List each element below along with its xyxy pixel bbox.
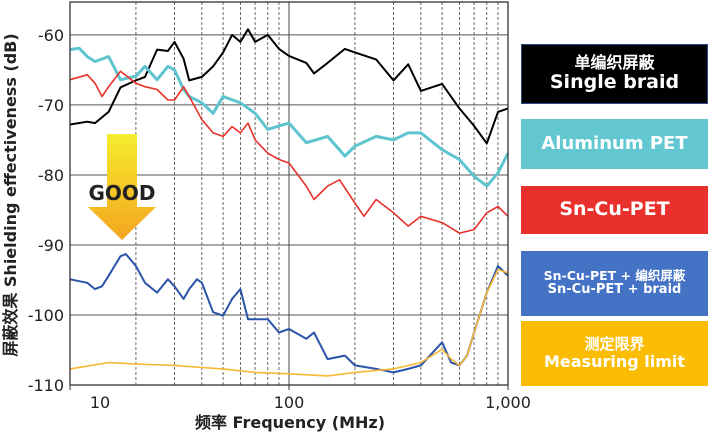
y-tick-label: -100 [28, 306, 64, 325]
legend-sn-cu-pet: Sn-Cu-PET [521, 186, 708, 234]
legend-sn-cu-pet-braid-cn: Sn-Cu-PET + 编织屏蔽 [543, 267, 686, 283]
series-line-4 [69, 268, 509, 377]
series-line-2 [69, 70, 509, 234]
y-tick-label: -60 [38, 26, 64, 45]
series-line-3 [69, 253, 509, 374]
y-axis-label: 屏蔽效果 Shielding effectiveness (dB) [1, 33, 20, 356]
legend-single-braid: 单编织屏蔽 Single braid [521, 44, 708, 104]
legend-sn-cu-pet-label: Sn-Cu-PET [559, 198, 670, 221]
good-arrow-icon [88, 134, 156, 240]
legend-sn-cu-pet-braid-en: Sn-Cu-PET + braid [547, 282, 682, 298]
x-tick-label: 100 [274, 393, 305, 412]
legend-measuring-limit-cn: 测定限界 [584, 334, 645, 353]
y-tick-label: -70 [38, 96, 64, 115]
x-axis-label: 频率 Frequency (MHz) [195, 413, 385, 432]
y-tick-label: -80 [38, 166, 64, 185]
legend-aluminum-pet: Aluminum PET [521, 119, 708, 169]
y-tick-label: -110 [28, 376, 64, 395]
legend-single-braid-cn: 单编织屏蔽 [574, 52, 655, 72]
good-arrow: GOOD [88, 134, 156, 240]
good-label: GOOD [88, 181, 155, 205]
legend-sn-cu-pet-braid: Sn-Cu-PET + 编织屏蔽 Sn-Cu-PET + braid [521, 251, 708, 316]
series-line-0 [69, 28, 509, 145]
legend-measuring-limit-en: Measuring limit [543, 351, 686, 371]
legend-aluminum-pet-label: Aluminum PET [541, 132, 688, 154]
y-tick-label: -90 [38, 236, 64, 255]
legend-single-braid-en: Single braid [549, 71, 680, 94]
series-group [69, 28, 510, 377]
series-line-1 [69, 46, 510, 188]
tick-labels: -60 -70 -80 -90 -100 -110 10 100 1,000 [28, 26, 531, 412]
x-tick-label: 1,000 [485, 393, 531, 412]
legend-measuring-limit: 测定限界 Measuring limit [521, 321, 708, 386]
x-tick-label: 10 [90, 393, 110, 412]
